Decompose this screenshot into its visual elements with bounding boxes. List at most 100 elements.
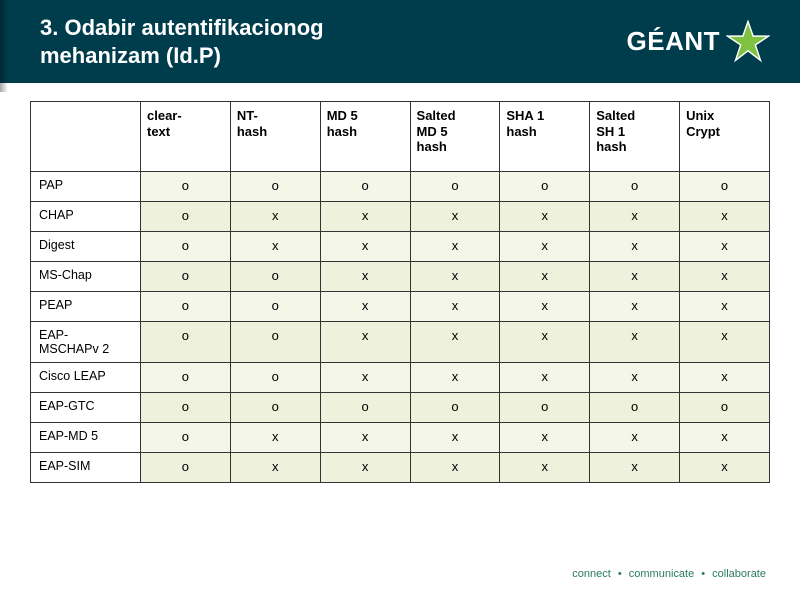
row-label: EAP-MSCHAPv 2 (31, 321, 141, 362)
value-cell: o (320, 171, 410, 201)
value-cell: x (500, 261, 590, 291)
auth-mechanism-table: clear-textNT-hashMD 5hashSaltedMD 5hashS… (30, 101, 770, 483)
value-cell: o (680, 171, 770, 201)
bullet-icon: • (614, 568, 626, 580)
value-cell: o (680, 392, 770, 422)
value-cell: x (590, 362, 680, 392)
value-cell: o (230, 261, 320, 291)
value-cell: o (141, 291, 231, 321)
value-cell: o (141, 201, 231, 231)
value-cell: x (320, 291, 410, 321)
column-header-text: hash (237, 124, 267, 139)
value-cell: x (590, 261, 680, 291)
title-line-1: 3. Odabir autentifikacionog (40, 15, 324, 40)
column-header-text: hash (596, 139, 626, 154)
column-header-text: MD 5 (327, 108, 358, 123)
geant-logo: GÉANT (627, 20, 771, 64)
value-cell: x (680, 321, 770, 362)
value-cell: x (590, 291, 680, 321)
value-cell: x (590, 452, 680, 482)
value-cell: x (500, 321, 590, 362)
value-cell: x (410, 201, 500, 231)
value-cell: x (230, 231, 320, 261)
value-cell: x (320, 321, 410, 362)
row-label: PEAP (31, 291, 141, 321)
star-icon (726, 20, 770, 64)
header-empty-cell (31, 102, 141, 172)
value-cell: x (410, 321, 500, 362)
value-cell: o (590, 171, 680, 201)
column-header: NT-hash (230, 102, 320, 172)
column-header: SHA 1hash (500, 102, 590, 172)
value-cell: x (410, 452, 500, 482)
footer-word-2: communicate (629, 568, 694, 580)
table-row: CHAPoxxxxxx (31, 201, 770, 231)
table-row: MS-Chapooxxxxx (31, 261, 770, 291)
column-header: SaltedSH 1hash (590, 102, 680, 172)
value-cell: x (410, 362, 500, 392)
value-cell: x (230, 422, 320, 452)
value-cell: o (230, 392, 320, 422)
column-header-text: NT- (237, 108, 258, 123)
table-row: EAP-GTCooooooo (31, 392, 770, 422)
table-body: PAPoooooooCHAPoxxxxxxDigestoxxxxxxMS-Cha… (31, 171, 770, 482)
row-label: EAP-GTC (31, 392, 141, 422)
value-cell: x (680, 231, 770, 261)
value-cell: o (320, 392, 410, 422)
column-header-text: SHA 1 (506, 108, 544, 123)
table-row: PAPooooooo (31, 171, 770, 201)
value-cell: o (410, 392, 500, 422)
value-cell: x (320, 231, 410, 261)
value-cell: o (141, 231, 231, 261)
table-header-row: clear-textNT-hashMD 5hashSaltedMD 5hashS… (31, 102, 770, 172)
value-cell: o (141, 362, 231, 392)
bullet-icon: • (697, 568, 709, 580)
value-cell: o (500, 171, 590, 201)
value-cell: x (230, 452, 320, 482)
value-cell: x (500, 291, 590, 321)
column-header-text: MD 5 (417, 124, 448, 139)
value-cell: o (410, 171, 500, 201)
value-cell: x (500, 201, 590, 231)
value-cell: x (500, 422, 590, 452)
column-header-text: hash (327, 124, 357, 139)
column-header-text: Crypt (686, 124, 720, 139)
value-cell: x (590, 422, 680, 452)
value-cell: o (141, 392, 231, 422)
slide-title: 3. Odabir autentifikacionog mehanizam (I… (40, 14, 324, 69)
footer-word-1: connect (572, 568, 611, 580)
value-cell: x (320, 261, 410, 291)
row-label: MS-Chap (31, 261, 141, 291)
table-row: EAP-SIMoxxxxxx (31, 452, 770, 482)
value-cell: x (320, 362, 410, 392)
row-label: Digest (31, 231, 141, 261)
value-cell: x (410, 291, 500, 321)
column-header-text: text (147, 124, 170, 139)
row-label: EAP-SIM (31, 452, 141, 482)
value-cell: o (141, 261, 231, 291)
value-cell: x (680, 452, 770, 482)
value-cell: x (410, 231, 500, 261)
title-line-2: mehanizam (Id.P) (40, 43, 221, 68)
row-label: CHAP (31, 201, 141, 231)
value-cell: o (141, 171, 231, 201)
value-cell: o (230, 362, 320, 392)
value-cell: x (320, 201, 410, 231)
value-cell: o (590, 392, 680, 422)
footer-tagline: connect • communicate • collaborate (572, 568, 766, 580)
value-cell: x (680, 261, 770, 291)
table-row: Digestoxxxxxx (31, 231, 770, 261)
value-cell: x (500, 231, 590, 261)
column-header: clear-text (141, 102, 231, 172)
column-header: UnixCrypt (680, 102, 770, 172)
value-cell: o (230, 291, 320, 321)
value-cell: x (410, 261, 500, 291)
table-row: Cisco LEAPooxxxxx (31, 362, 770, 392)
value-cell: x (680, 422, 770, 452)
value-cell: x (680, 201, 770, 231)
logo-text: GÉANT (627, 26, 721, 57)
value-cell: o (500, 392, 590, 422)
value-cell: x (230, 201, 320, 231)
column-header-text: hash (506, 124, 536, 139)
value-cell: o (230, 171, 320, 201)
